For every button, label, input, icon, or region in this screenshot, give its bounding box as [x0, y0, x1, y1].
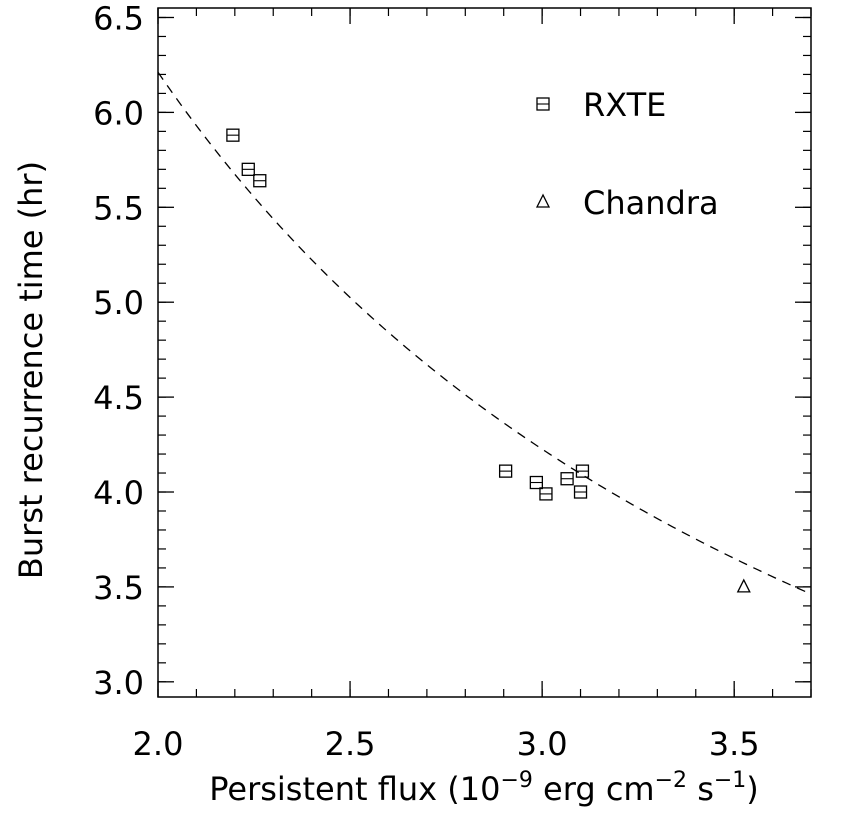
- legend-label-chandra: Chandra: [583, 184, 719, 222]
- rxte-point: [226, 128, 240, 142]
- y-tick-label: 5.5: [93, 189, 144, 227]
- y-tick-label: 3.5: [93, 569, 144, 607]
- x-tick-label: 3.0: [517, 725, 568, 763]
- x-axis-title-suffix: ): [746, 770, 758, 808]
- legend-label-rxte: RXTE: [583, 86, 666, 124]
- x-axis-title-exp-1: −9: [500, 768, 532, 793]
- y-tick-label: 3.0: [93, 664, 144, 702]
- x-axis-title: Persistent flux (10−9 erg cm−2 s−1): [209, 768, 759, 808]
- legend: RXTE Chandra: [535, 86, 719, 222]
- y-tick-label: 5.0: [93, 284, 144, 322]
- rxte-point: [529, 475, 544, 490]
- x-axis-title-exp-2: −2: [655, 768, 687, 793]
- y-tick-label: 4.0: [93, 474, 144, 512]
- x-axis-title-mid-1: erg cm: [533, 770, 655, 808]
- major-ticks: [157, 8, 811, 697]
- rxte-point: [560, 472, 574, 486]
- rxte-point: [573, 485, 588, 499]
- y-tick-label: 6.5: [93, 0, 144, 37]
- x-axis-title-prefix: Persistent flux (10: [209, 770, 500, 808]
- y-tick-label: 4.5: [93, 379, 144, 417]
- data-markers: [226, 128, 751, 593]
- rxte-point: [575, 464, 590, 478]
- x-axis-title-exp-3: −1: [714, 768, 746, 793]
- x-tick-label: 2.0: [133, 725, 184, 763]
- legend-marker-rxte: [536, 97, 550, 111]
- y-tick-label: 6.0: [93, 94, 144, 132]
- rxte-point: [539, 487, 553, 501]
- x-tick-label: 3.5: [709, 725, 760, 763]
- rxte-point: [498, 464, 513, 478]
- minor-ticks: [157, 8, 812, 697]
- x-axis-title-mid-2: s: [687, 770, 714, 808]
- rxte-point: [253, 174, 267, 188]
- tick-labels: 2.0 2.5 3.0 3.5 3.0 3.5 4.0 4.5 5.0 5.5 6.0 6.5: [93, 0, 760, 763]
- rxte-point: [241, 162, 255, 176]
- chandra-point: [736, 578, 751, 593]
- y-axis-title: Burst recurrence time (hr): [12, 161, 50, 579]
- fit-curve: [157, 71, 812, 595]
- legend-marker-chandra: [535, 193, 551, 208]
- x-tick-label: 2.5: [325, 725, 376, 763]
- plot-frame: [157, 7, 812, 698]
